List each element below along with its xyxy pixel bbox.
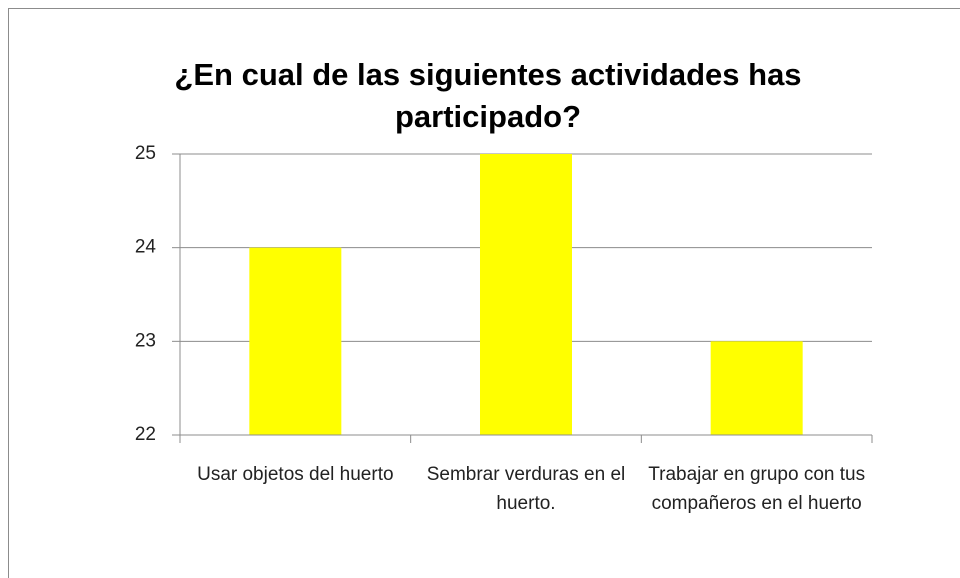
chart-title: ¿En cual de las siguientes actividades h… xyxy=(174,57,802,134)
y-tick-label: 24 xyxy=(135,237,157,258)
x-tick-label: Trabajar en grupo con tus compañeros en … xyxy=(648,464,866,514)
bar xyxy=(710,341,803,435)
x-tick-label: Usar objetos del huerto xyxy=(197,464,394,485)
x-tick-label: Sembrar verduras en el huerto. xyxy=(426,464,626,514)
chart-border xyxy=(8,8,960,578)
bar xyxy=(480,154,572,435)
y-tick-label: 25 xyxy=(135,143,156,164)
y-tick-label: 23 xyxy=(135,330,156,351)
bar xyxy=(249,247,342,435)
y-tick-label: 22 xyxy=(135,424,156,445)
